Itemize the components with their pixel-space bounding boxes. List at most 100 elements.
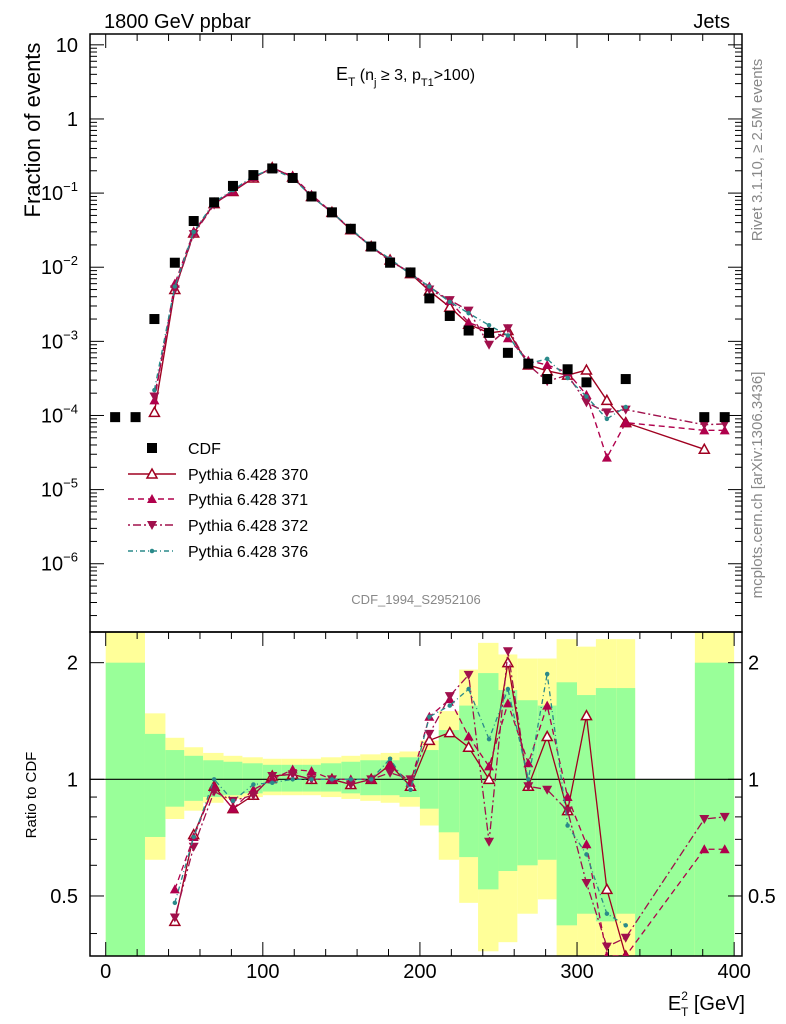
ratio-y-tick-label-right: 0.5 <box>748 886 776 908</box>
marker-triangle-up <box>719 425 730 435</box>
marker-triangle-up <box>523 758 534 768</box>
top-y-tick-base: 10 <box>41 405 63 427</box>
axis-ticks <box>90 34 742 956</box>
marker-open-triangle <box>462 740 475 753</box>
marker-dot <box>427 284 432 289</box>
top-y-tick-base: 10 <box>41 554 63 576</box>
marker-dot <box>486 322 492 328</box>
marker-triangle-down <box>385 768 396 778</box>
top-y-tick-base: 10 <box>56 35 78 57</box>
top-series-line <box>153 168 627 420</box>
marker-open-triangle <box>148 405 161 418</box>
top-y-tick-base: 1 <box>67 109 78 131</box>
marker-dot <box>368 777 374 782</box>
ratio-series-line <box>174 651 725 948</box>
marker-open-triangle <box>443 726 457 738</box>
marker-square <box>287 172 298 183</box>
marker-dot <box>348 777 354 782</box>
marker-square <box>620 374 631 385</box>
marker-dot <box>269 780 275 785</box>
top-y-tick-exponent: −4 <box>63 401 78 416</box>
marker-triangle-down <box>267 771 278 781</box>
x-axis-label: E2 T [GeV] <box>668 989 745 1019</box>
marker-triangle-up <box>502 698 513 708</box>
marker-triangle-up <box>502 333 513 343</box>
ratio-plot-frame <box>89 631 743 957</box>
marker-triangle-up <box>581 839 592 849</box>
axes-frames <box>89 33 743 957</box>
marker-triangle-up <box>306 766 317 776</box>
marker-triangle-up <box>699 844 710 854</box>
marker-dot <box>544 356 550 362</box>
marker-triangle-up <box>227 803 238 813</box>
top-y-tick-exponent: −3 <box>63 327 78 342</box>
marker-dot <box>466 310 471 316</box>
marker-dot <box>505 686 511 692</box>
top-y-tick-label: 10 <box>56 35 78 57</box>
marker-square <box>169 257 180 268</box>
marker-square <box>326 207 337 218</box>
marker-triangle-down <box>502 647 513 657</box>
ratio-band-green <box>537 705 557 860</box>
top-y-tick-label: 1 <box>67 109 78 131</box>
top-y-axis-label: Fraction of events <box>20 43 45 218</box>
x-tick-label: 300 <box>560 961 593 983</box>
top-y-tick-base: 10 <box>41 480 63 502</box>
marker-triangle-up <box>622 951 629 956</box>
top-y-tick-label: 10−5 <box>41 476 78 502</box>
top-y-tick-base: 10 <box>41 331 63 353</box>
marker-dot <box>387 756 393 762</box>
marker-square <box>581 377 592 388</box>
marker-dot <box>623 923 628 928</box>
marker-square <box>444 310 455 321</box>
marker-dot <box>152 387 157 393</box>
marker-square <box>188 216 199 227</box>
marker-dot <box>447 703 453 708</box>
marker-triangle-down <box>581 398 592 408</box>
marker-triangle-up <box>169 884 180 894</box>
marker-triangle-down <box>444 692 455 702</box>
marker-triangle-down <box>209 787 220 797</box>
top-y-tick-label: 10−6 <box>41 550 78 576</box>
marker-dot <box>565 823 570 828</box>
marker-triangle-up <box>562 792 573 802</box>
marker-triangle-down <box>601 408 612 418</box>
marker-square <box>149 314 160 325</box>
ratio-band-green <box>438 730 460 833</box>
marker-triangle-down <box>620 933 631 943</box>
marker-square <box>306 191 317 202</box>
marker-triangle-up <box>542 700 553 710</box>
marker-dot <box>309 777 314 782</box>
marker-open-triangle <box>600 393 614 406</box>
marker-triangle-down <box>169 285 180 295</box>
marker-open-triangle <box>698 442 711 455</box>
marker-triangle-down <box>719 812 730 822</box>
marker-dot <box>211 777 217 782</box>
rivet-version-label: Rivet 3.1.10, ≥ 2.5M events <box>749 59 766 242</box>
marker-square <box>562 364 573 375</box>
marker-square <box>719 412 730 423</box>
marker-triangle-down <box>424 285 435 295</box>
marker-dot <box>149 548 155 554</box>
top-series-line <box>153 166 725 426</box>
top-series-line <box>153 167 725 460</box>
marker-dot <box>329 777 335 782</box>
marker-triangle-down <box>502 324 513 334</box>
marker-triangle-down <box>147 521 157 530</box>
marker-triangle-down <box>562 806 573 816</box>
marker-open-triangle <box>580 363 593 375</box>
marker-open-triangle <box>145 467 159 479</box>
marker-square <box>248 170 259 181</box>
marker-open-triangle <box>423 733 436 746</box>
ratio-series-line <box>174 698 725 956</box>
marker-triangle-up <box>169 278 180 288</box>
marker-dot <box>230 798 236 804</box>
marker-dot <box>172 900 178 906</box>
top-plot-frame <box>89 33 743 633</box>
x-tick-label: 400 <box>717 961 750 983</box>
legend-label: Pythia 6.428 370 <box>188 467 308 484</box>
top-y-tick-label: 10−2 <box>41 253 78 279</box>
ratio-band-green <box>556 682 578 926</box>
ratio-y-tick-label-right: 2 <box>748 653 759 675</box>
